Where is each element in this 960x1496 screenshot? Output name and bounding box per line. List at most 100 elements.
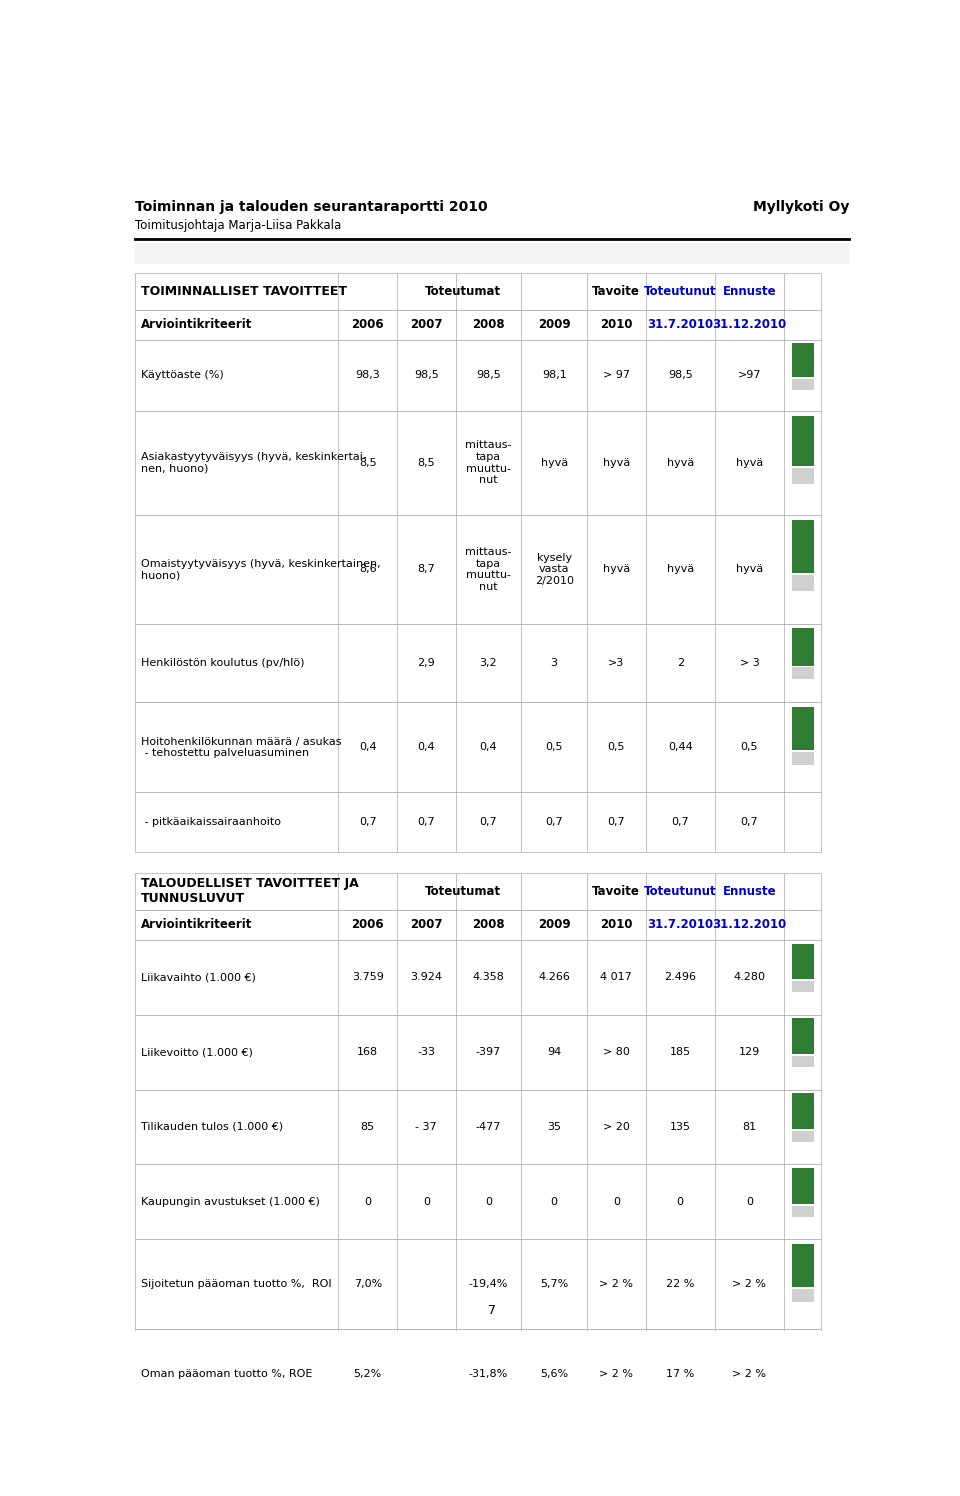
Bar xyxy=(134,793,821,853)
Text: TOIMINNALLISET TAVOITTEET: TOIMINNALLISET TAVOITTEET xyxy=(141,284,347,298)
Text: > 97: > 97 xyxy=(603,371,630,380)
Text: > 2 %: > 2 % xyxy=(732,1279,766,1290)
Bar xyxy=(792,981,814,992)
Text: mittaus-
tapa
muuttu-
nut: mittaus- tapa muuttu- nut xyxy=(466,440,512,485)
Text: 98,5: 98,5 xyxy=(476,371,501,380)
Text: 0,44: 0,44 xyxy=(668,742,692,752)
Text: 31.12.2010: 31.12.2010 xyxy=(712,319,786,331)
Bar xyxy=(792,1378,814,1393)
Text: 2009: 2009 xyxy=(538,319,570,331)
Bar xyxy=(792,1094,814,1129)
Text: > 20: > 20 xyxy=(603,1122,630,1132)
Text: hyvä: hyvä xyxy=(666,564,694,574)
Text: 98,3: 98,3 xyxy=(355,371,380,380)
Text: 0: 0 xyxy=(746,1197,753,1207)
Text: 0,5: 0,5 xyxy=(608,742,625,752)
Bar xyxy=(792,708,814,749)
Text: Toteutunut: Toteutunut xyxy=(644,886,716,898)
Text: 8,5: 8,5 xyxy=(418,458,435,468)
Text: -397: -397 xyxy=(476,1047,501,1058)
Text: 7,0%: 7,0% xyxy=(353,1279,382,1290)
Text: Ennuste: Ennuste xyxy=(723,886,777,898)
Text: > 3: > 3 xyxy=(739,658,759,669)
Text: Käyttöaste (%): Käyttöaste (%) xyxy=(141,371,224,380)
Text: 2.496: 2.496 xyxy=(664,972,696,983)
Text: 2010: 2010 xyxy=(600,319,633,331)
Text: 3,2: 3,2 xyxy=(480,658,497,669)
Text: hyvä: hyvä xyxy=(603,458,630,468)
Text: Arviointikriteerit: Arviointikriteerit xyxy=(141,319,252,331)
Text: 22 %: 22 % xyxy=(666,1279,694,1290)
Text: Asiakastyytyväisyys (hyvä, keskinkertai-
nen, huono): Asiakastyytyväisyys (hyvä, keskinkertai-… xyxy=(141,452,367,474)
Text: 2006: 2006 xyxy=(351,919,384,932)
Text: Toiminnan ja talouden seurantaraportti 2010: Toiminnan ja talouden seurantaraportti 2… xyxy=(134,200,488,214)
Text: 98,1: 98,1 xyxy=(541,371,566,380)
Bar xyxy=(134,272,821,310)
Text: 0,7: 0,7 xyxy=(608,817,625,827)
Text: >3: >3 xyxy=(608,658,624,669)
Text: Oman pääoman tuotto %, ROE: Oman pääoman tuotto %, ROE xyxy=(141,1369,312,1379)
Text: Liikevoitto (1.000 €): Liikevoitto (1.000 €) xyxy=(141,1047,252,1058)
Text: 0,5: 0,5 xyxy=(741,742,758,752)
Bar xyxy=(134,1014,821,1089)
Text: 0,4: 0,4 xyxy=(480,742,497,752)
Text: 31.12.2010: 31.12.2010 xyxy=(712,919,786,932)
Bar xyxy=(134,1089,821,1164)
Bar xyxy=(792,1333,814,1376)
Text: 35: 35 xyxy=(547,1122,562,1132)
Text: 0,4: 0,4 xyxy=(418,742,435,752)
Text: hyvä: hyvä xyxy=(736,458,763,468)
Text: 4.280: 4.280 xyxy=(733,972,765,983)
Text: 185: 185 xyxy=(670,1047,691,1058)
Text: -19,4%: -19,4% xyxy=(468,1279,508,1290)
Bar xyxy=(134,874,821,910)
Text: 0: 0 xyxy=(612,1197,620,1207)
Text: - 37: - 37 xyxy=(416,1122,437,1132)
Bar xyxy=(792,343,814,377)
Text: 94: 94 xyxy=(547,1047,562,1058)
Text: 85: 85 xyxy=(361,1122,374,1132)
Bar xyxy=(792,667,814,679)
Bar xyxy=(134,1239,821,1328)
Bar xyxy=(792,378,814,389)
Text: 0: 0 xyxy=(677,1197,684,1207)
Bar xyxy=(134,910,821,939)
Text: 8,5: 8,5 xyxy=(359,458,376,468)
Text: Toteutunut: Toteutunut xyxy=(644,284,716,298)
Text: 2009: 2009 xyxy=(538,919,570,932)
Text: TALOUDELLISET TAVOITTEET JA
TUNNUSLUVUT: TALOUDELLISET TAVOITTEET JA TUNNUSLUVUT xyxy=(141,878,359,905)
Bar xyxy=(134,310,821,340)
Bar xyxy=(134,411,821,515)
Text: > 2 %: > 2 % xyxy=(599,1279,634,1290)
Text: 5,2%: 5,2% xyxy=(353,1369,382,1379)
Text: 2008: 2008 xyxy=(472,919,505,932)
Text: 2008: 2008 xyxy=(472,319,505,331)
Bar xyxy=(792,416,814,465)
Text: 4.358: 4.358 xyxy=(472,972,504,983)
Text: Toteutumat: Toteutumat xyxy=(424,284,501,298)
Text: 0,7: 0,7 xyxy=(359,817,376,827)
Text: 129: 129 xyxy=(739,1047,760,1058)
Text: hyvä: hyvä xyxy=(540,458,567,468)
Text: 0,7: 0,7 xyxy=(418,817,435,827)
Text: 31.7.2010: 31.7.2010 xyxy=(647,319,713,331)
Text: > 2 %: > 2 % xyxy=(732,1369,766,1379)
Text: 0,4: 0,4 xyxy=(359,742,376,752)
Bar xyxy=(792,752,814,766)
Text: 0,7: 0,7 xyxy=(480,817,497,827)
Text: 8,6: 8,6 xyxy=(359,564,376,574)
Text: 0: 0 xyxy=(422,1197,430,1207)
Text: 2007: 2007 xyxy=(410,319,443,331)
Text: Tilikauden tulos (1.000 €): Tilikauden tulos (1.000 €) xyxy=(141,1122,283,1132)
Text: -33: -33 xyxy=(418,1047,435,1058)
Text: -477: -477 xyxy=(476,1122,501,1132)
Text: 135: 135 xyxy=(670,1122,690,1132)
Text: 98,5: 98,5 xyxy=(668,371,692,380)
Text: Tavoite: Tavoite xyxy=(592,284,640,298)
Text: Sijoitetun pääoman tuotto %,  ROI: Sijoitetun pääoman tuotto %, ROI xyxy=(141,1279,331,1290)
Text: - pitkäaikaissairaanhoito: - pitkäaikaissairaanhoito xyxy=(141,817,281,827)
Bar xyxy=(792,628,814,666)
Bar xyxy=(792,521,814,573)
Text: Toimitusjohtaja Marja-Liisa Pakkala: Toimitusjohtaja Marja-Liisa Pakkala xyxy=(134,218,341,232)
Bar xyxy=(134,1328,821,1420)
